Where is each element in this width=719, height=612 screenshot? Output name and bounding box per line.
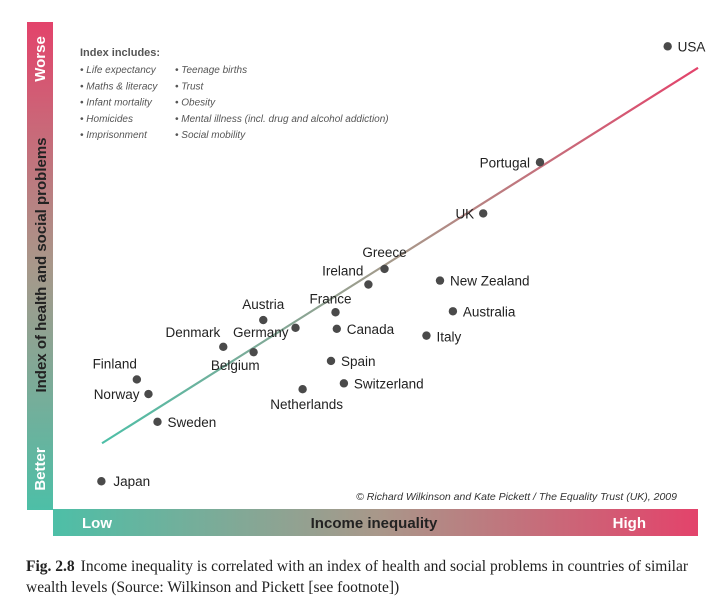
point-label-switzerland: Switzerland (354, 376, 424, 391)
point-label-france: France (309, 291, 351, 306)
point-label-new-zealand: New Zealand (450, 274, 530, 289)
point-label-germany: Germany (233, 325, 289, 340)
data-point-denmark (219, 343, 227, 351)
point-label-denmark: Denmark (166, 325, 221, 340)
data-point-portugal (536, 158, 544, 166)
data-point-usa (663, 42, 671, 50)
y-high-label: Worse (32, 36, 49, 82)
data-point-new-zealand (436, 276, 444, 284)
point-label-spain: Spain (341, 354, 376, 369)
point-label-belgium: Belgium (211, 358, 260, 373)
point-label-finland: Finland (93, 356, 137, 371)
data-point-finland (133, 375, 141, 383)
data-point-ireland (364, 280, 372, 288)
point-label-japan: Japan (113, 474, 150, 489)
data-point-uk (479, 209, 487, 217)
chart: Worse Index of health and social problem… (0, 0, 719, 607)
point-label-netherlands: Netherlands (270, 397, 343, 412)
index-item: • Imprisonment (80, 130, 148, 141)
y-low-label: Better (32, 447, 49, 491)
index-item: • Social mobility (175, 130, 246, 141)
point-label-portugal: Portugal (480, 155, 530, 170)
caption-label: Fig. 2.8 (26, 558, 75, 575)
index-item: • Teenage births (175, 65, 247, 76)
point-label-ireland: Ireland (322, 263, 363, 278)
x-axis-title: Income inequality (311, 515, 438, 532)
copyright-note: © Richard Wilkinson and Kate Pickett / T… (356, 491, 677, 503)
index-item: • Maths & literacy (80, 81, 158, 92)
data-point-switzerland (340, 379, 348, 387)
data-point-netherlands (298, 385, 306, 393)
data-point-sweden (153, 418, 161, 426)
data-point-germany (291, 324, 299, 332)
y-axis-title: Index of health and social problems (33, 137, 50, 392)
index-item: • Homicides (80, 114, 133, 125)
caption-text: Income inequality is correlated with an … (26, 558, 688, 596)
data-point-spain (327, 357, 335, 365)
index-list-column-2: • Teenage births • Trust • Obesity • Mental… (175, 65, 389, 141)
x-low-label: Low (82, 515, 112, 532)
index-item: • Obesity (175, 98, 216, 109)
index-item: • Infant mortality (80, 98, 153, 109)
chart-svg: Worse Index of health and social problem… (0, 0, 719, 607)
point-label-canada: Canada (347, 322, 395, 337)
index-heading: Index includes: (80, 47, 160, 59)
point-label-sweden: Sweden (167, 415, 216, 430)
data-point-belgium (249, 348, 257, 356)
data-point-italy (422, 331, 430, 339)
index-item: • Life expectancy (80, 65, 157, 76)
point-label-austria: Austria (242, 297, 285, 312)
data-point-greece (380, 265, 388, 273)
point-label-australia: Australia (463, 304, 516, 319)
point-label-italy: Italy (436, 330, 461, 345)
point-label-uk: UK (455, 206, 474, 221)
data-point-japan (97, 477, 105, 485)
point-label-usa: USA (678, 39, 706, 54)
data-point-norway (144, 390, 152, 398)
data-point-australia (449, 307, 457, 315)
point-label-greece: Greece (362, 245, 406, 260)
figure-caption: Fig. 2.8 Income inequality is correlated … (26, 556, 696, 598)
point-label-norway: Norway (94, 387, 140, 402)
data-point-canada (333, 325, 341, 333)
data-point-france (331, 308, 339, 316)
data-point-austria (259, 316, 267, 324)
index-item: • Mental illness (incl. drug and alcohol… (175, 114, 389, 125)
x-high-label: High (613, 515, 646, 532)
index-list-column-1: • Life expectancy • Maths & literacy • Inf… (80, 65, 158, 141)
index-item: • Trust (175, 81, 205, 92)
